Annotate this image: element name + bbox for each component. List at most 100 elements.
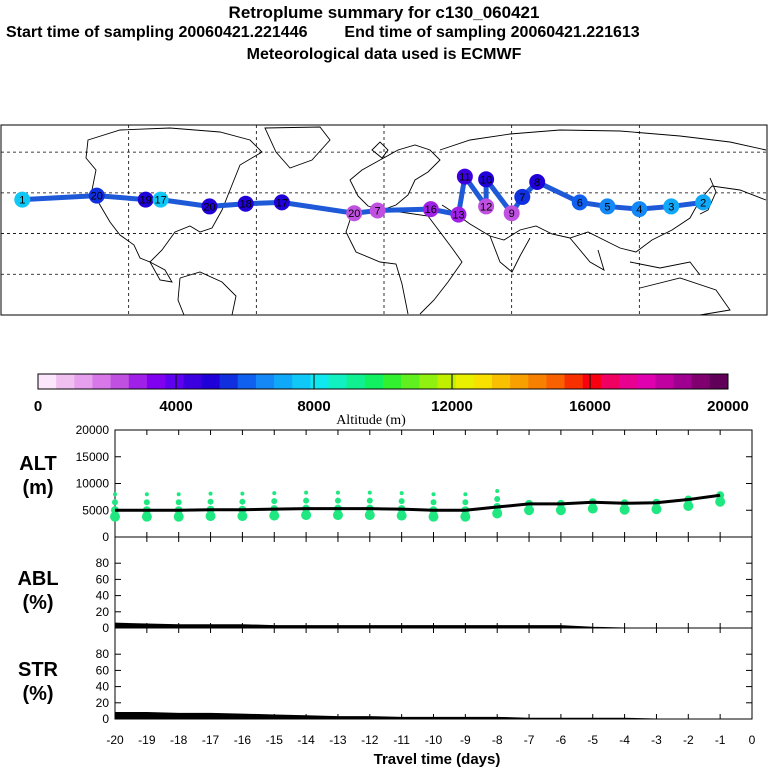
x-tick-label: -7 [524, 733, 535, 747]
altitude-spread-point [271, 498, 278, 505]
altitude-spread-point [173, 511, 184, 522]
plume-marker-label: 12 [480, 201, 492, 213]
colorbar-swatch [292, 374, 311, 389]
colorbar-tick-label: 8000 [297, 398, 330, 415]
altitude-spread-point [208, 491, 213, 496]
altitude-spread-point [113, 492, 117, 497]
colorbar-swatch [546, 374, 566, 389]
altitude-spread-point [366, 497, 373, 504]
x-tick-label: -2 [683, 733, 694, 747]
chart-title: Retroplume summary for c130_060421 [228, 3, 540, 22]
altitude-spread-point [335, 490, 340, 495]
colorbar-swatch [491, 374, 511, 389]
altitude-spread-point [205, 511, 216, 522]
plume-marker-label: 5 [604, 201, 610, 213]
altitude-spread-point [176, 492, 181, 497]
colorbar-swatch [92, 374, 112, 389]
plume-marker-label: 16 [425, 204, 437, 216]
altitude-spread-point [398, 498, 405, 505]
altitude-spread-point [269, 510, 280, 521]
plume-marker-label: 6 [577, 197, 583, 209]
colorbar-tick-label: 4000 [159, 398, 192, 415]
map-frame [0, 124, 768, 316]
y-tick-label: 5000 [82, 503, 109, 517]
plume-marker-label: 3 [668, 201, 674, 213]
altitude-spread-point [112, 499, 118, 506]
panel-frame [114, 536, 753, 629]
map-gridlines [1, 125, 767, 315]
colorbar-swatch [673, 374, 693, 389]
colorbar-swatch [146, 374, 166, 389]
x-tick-label: -15 [266, 733, 284, 747]
altitude-spread-point [367, 490, 372, 495]
colorbar-swatch [74, 374, 93, 389]
colorbar-swatch [328, 374, 348, 389]
colorbar-swatch [201, 374, 221, 389]
y-tick-label: 60 [96, 572, 110, 586]
altitude-spread-point [304, 490, 309, 495]
altitude-spread-point [587, 503, 598, 514]
y-tick-label: 20 [96, 696, 110, 710]
x-axis-label: Travel time (days) [374, 751, 501, 768]
retroplume-trajectory [19, 170, 706, 218]
colorbar-swatch [528, 374, 547, 389]
x-tick-label: -12 [361, 733, 379, 747]
colorbar-swatch [255, 374, 275, 389]
altitude-spread-point [495, 488, 500, 493]
plume-marker-label: 20 [91, 191, 103, 203]
panel-label: ALT [19, 453, 56, 475]
altitude-spread-point [619, 504, 630, 515]
plume-marker [529, 174, 546, 190]
panel-unit: (m) [22, 477, 53, 499]
colorbar-swatch [219, 374, 239, 389]
plume-marker-label: 9 [509, 208, 515, 220]
colorbar-swatch [709, 374, 729, 389]
y-tick-label: 0 [102, 712, 109, 726]
panel-abl: 80 60 40 20 0 ABL(%) [17, 536, 753, 635]
plume-marker-label: 1 [19, 195, 25, 207]
altitude-spread-point [524, 505, 535, 516]
altitude-spread-point [463, 492, 468, 497]
x-tick-label: -5 [587, 733, 598, 747]
plume-marker-label: 20 [348, 208, 360, 220]
plume-marker [450, 206, 467, 223]
plume-marker-label: 8 [534, 177, 540, 189]
colorbar-swatch [237, 374, 257, 389]
y-tick-label: 80 [96, 556, 110, 570]
plume-marker-label: 2 [700, 197, 706, 209]
str-area [114, 712, 721, 720]
plume-marker [695, 194, 712, 211]
altitude-spread-point [175, 499, 182, 506]
x-tick-label: -16 [234, 733, 252, 747]
plume-marker-label: 10 [480, 174, 492, 186]
plume-marker [663, 198, 680, 215]
altitude-spread-point [399, 491, 404, 496]
plume-marker [237, 195, 254, 212]
panel-unit: (%) [22, 592, 53, 614]
y-tick-label: 0 [102, 621, 109, 635]
x-tick-label: -6 [556, 733, 567, 747]
start-time-label: Start time of sampling 20060421.221446 [6, 24, 308, 41]
sampling-times: Start time of sampling 20060421.221446 E… [0, 24, 768, 42]
colorbar-swatch [38, 374, 57, 389]
plume-marker-label: 11 [459, 172, 470, 184]
x-tick-label: -13 [329, 733, 347, 747]
altitude-spread-points [110, 488, 726, 522]
panel-frame [114, 627, 753, 720]
altitude-spread-point [239, 498, 246, 505]
colorbar-swatch [401, 374, 420, 389]
plume-marker [422, 201, 439, 218]
colorbar-swatch [655, 374, 675, 389]
y-tick-label: 0 [102, 530, 109, 544]
colorbar-tick-label: 20000 [707, 398, 749, 415]
x-tick-label: -1 [715, 733, 726, 747]
altitude-spread-point [143, 499, 150, 506]
altitude-spread-point [334, 497, 341, 504]
plume-marker-label: 7 [375, 206, 381, 218]
time-series-panels: 20000150001000050000ALT(m)806040200ABL(%… [17, 423, 755, 768]
plume-marker [599, 198, 616, 215]
y-tick-label: 40 [96, 589, 110, 603]
altitude-spread-point [303, 497, 310, 504]
colorbar-swatch [346, 374, 366, 389]
